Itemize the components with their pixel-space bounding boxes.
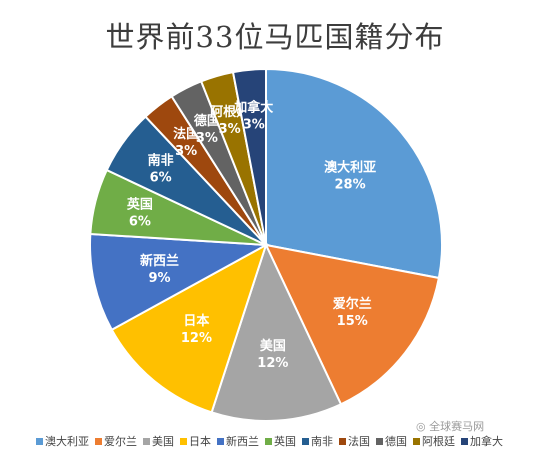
legend-label: 美国 xyxy=(152,435,174,448)
slice-value-label-8: 3% xyxy=(196,131,218,146)
slice-value-label-0: 28% xyxy=(335,177,366,192)
slice-name-label-4: 新西兰 xyxy=(140,253,179,269)
legend-swatch xyxy=(143,437,150,445)
legend-item-0: 澳大利亚 xyxy=(36,433,89,449)
legend-swatch xyxy=(413,437,420,445)
slice-value-label-4: 9% xyxy=(148,271,170,286)
legend-item-10: 加拿大 xyxy=(461,433,503,449)
slice-value-label-5: 6% xyxy=(129,215,151,230)
pie-slice-3 xyxy=(110,242,268,414)
legend-swatch xyxy=(95,437,102,445)
legend-swatch xyxy=(265,437,272,445)
slice-name-label-0: 澳大利亚 xyxy=(324,159,376,175)
legend-swatch xyxy=(302,437,309,445)
legend-item-2: 美国 xyxy=(143,433,174,449)
watermark: ◎ 全球赛马网 xyxy=(416,420,485,433)
legend-item-9: 阿根廷 xyxy=(413,433,455,449)
legend-swatch xyxy=(376,437,383,445)
slice-name-label-5: 英国 xyxy=(126,197,153,213)
legend-item-1: 爱尔兰 xyxy=(95,433,137,449)
legend-swatch xyxy=(217,437,224,445)
slice-value-label-1: 15% xyxy=(337,314,368,329)
pie-slice-4 xyxy=(89,232,270,332)
legend-item-5: 英国 xyxy=(265,433,296,449)
slice-value-label-9: 3% xyxy=(219,122,241,137)
legend-swatch xyxy=(339,437,346,445)
legend-swatch xyxy=(36,437,43,445)
slice-name-label-6: 南非 xyxy=(148,152,174,168)
slice-value-label-3: 12% xyxy=(181,331,212,346)
legend-label: 新西兰 xyxy=(226,435,259,448)
pie-slice-0 xyxy=(265,67,443,280)
legend-item-3: 日本 xyxy=(180,433,211,449)
slice-value-label-7: 3% xyxy=(175,144,197,159)
legend-label: 爱尔兰 xyxy=(104,435,137,448)
pie-slice-2 xyxy=(210,242,343,422)
legend-label: 加拿大 xyxy=(470,435,503,448)
legend-swatch xyxy=(180,437,187,445)
slice-value-label-6: 6% xyxy=(150,170,172,185)
pie-chart: 澳大利亚28%爱尔兰15%美国12%日本12%新西兰9%英国6%南非6%法国3%… xyxy=(89,67,443,422)
pie-slice-10 xyxy=(231,67,267,246)
legend-label: 澳大利亚 xyxy=(45,435,89,448)
legend-item-6: 南非 xyxy=(302,433,333,449)
legend-swatch xyxy=(461,437,468,445)
legend: 澳大利亚 爱尔兰 美国 日本 新西兰 英国 南非 法国 德国 阿根廷 加拿大 xyxy=(36,433,516,449)
legend-item-4: 新西兰 xyxy=(217,433,259,449)
legend-label: 日本 xyxy=(189,435,211,448)
legend-label: 英国 xyxy=(274,435,296,448)
slice-name-label-2: 美国 xyxy=(260,338,286,354)
legend-item-8: 德国 xyxy=(376,433,407,449)
slice-name-label-1: 爱尔兰 xyxy=(333,296,372,312)
slice-name-label-10: 加拿大 xyxy=(233,99,273,115)
pie-slice-1 xyxy=(264,243,441,406)
legend-label: 南非 xyxy=(311,435,333,448)
legend-label: 阿根廷 xyxy=(422,435,455,448)
legend-label: 法国 xyxy=(348,435,370,448)
slice-name-label-3: 日本 xyxy=(183,313,209,329)
slice-value-label-10: 3% xyxy=(243,117,265,132)
slice-name-label-8: 德国 xyxy=(194,113,220,129)
slice-value-label-2: 12% xyxy=(257,356,288,371)
chart-title: 世界前33位马匹国籍分布 xyxy=(105,20,445,54)
legend-label: 德国 xyxy=(385,435,407,448)
legend-item-7: 法国 xyxy=(339,433,370,449)
